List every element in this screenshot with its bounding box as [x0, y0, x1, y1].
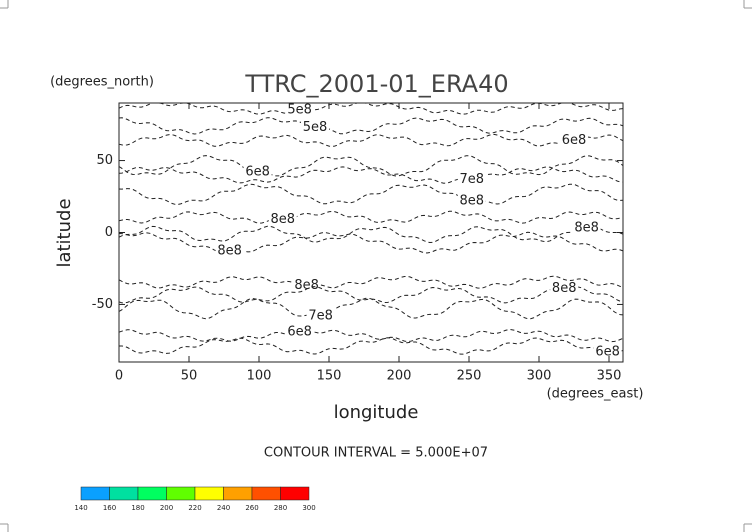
contour-line	[119, 337, 624, 355]
contour-line	[118, 225, 624, 244]
colorbar-tick-label: 140	[74, 504, 87, 512]
colorbar-tick-label: 200	[160, 504, 173, 512]
contour-label: 5e8	[303, 120, 328, 135]
x-tick-label: 50	[181, 369, 198, 384]
plot-frame	[118, 102, 624, 363]
contour-label: 8e8	[217, 244, 242, 259]
contour-label-bg	[215, 244, 244, 259]
colorbar-box	[80, 486, 110, 501]
contour-label: 6e8	[287, 324, 312, 339]
contour-label: 7e8	[308, 308, 333, 323]
x-tick-label: 350	[597, 369, 622, 384]
x-tick-label: 0	[115, 369, 123, 384]
colorbar-tick-label: 280	[274, 504, 287, 512]
contour-label-bg	[268, 212, 297, 227]
y-tick-label: 0	[105, 225, 113, 240]
y-tick-label: 50	[96, 153, 113, 168]
x-tick-label: 100	[247, 369, 272, 384]
x-axis-label: longitude	[334, 402, 419, 423]
colorbar-tick-label: 240	[217, 504, 230, 512]
contour-label-bg	[301, 120, 329, 135]
contour-label: 8e8	[552, 281, 577, 296]
contour-line	[118, 210, 624, 224]
contour-label: 7e8	[460, 172, 485, 187]
contour-line	[118, 231, 624, 254]
contour-label: 6e8	[245, 165, 270, 180]
y-unit: (degrees_north)	[50, 75, 154, 90]
colorbar-box	[223, 486, 253, 501]
contour-line	[118, 275, 624, 289]
contour-line	[118, 155, 624, 177]
x-tick-label: 250	[457, 369, 482, 384]
x-tick-label: 300	[527, 369, 552, 384]
contour-line	[118, 117, 624, 135]
contour-line	[118, 183, 624, 206]
colorbar-tick-label: 300	[302, 504, 315, 512]
contour-label-bg	[572, 221, 601, 236]
y-tick-label: -50	[92, 297, 113, 312]
contour-label-bg	[457, 172, 486, 187]
chart-title: TTRC_2001-01_ERA40	[244, 70, 508, 98]
contour-line	[118, 286, 624, 304]
contour-label-bg	[560, 133, 588, 148]
contour-line	[118, 297, 624, 320]
colorbar-box	[194, 486, 224, 501]
x-unit: (degrees_east)	[547, 387, 644, 402]
footnote: CONTOUR INTERVAL = 5.000E+07	[264, 446, 488, 461]
colorbar-box	[280, 486, 310, 501]
contour-label-bg	[285, 103, 314, 118]
contour-label: 5e8	[287, 103, 312, 118]
contour-label-bg	[457, 193, 486, 208]
colorbar-tick-label: 180	[131, 504, 144, 512]
colorbar-tick-label: 260	[245, 504, 258, 512]
contour-label-bg	[306, 308, 335, 323]
colorbar-box	[109, 486, 139, 501]
contour-label: 6e8	[595, 344, 620, 359]
contour-line	[118, 133, 624, 147]
x-tick-label: 150	[317, 369, 342, 384]
colorbar-box	[137, 486, 167, 501]
contour-label-bg	[285, 324, 314, 339]
x-tick-label: 200	[387, 369, 412, 384]
colorbar-tick-label: 160	[103, 504, 116, 512]
contour-label: 6e8	[562, 133, 587, 148]
y-axis-label: latitude	[54, 198, 75, 267]
contour-line	[118, 166, 624, 184]
contour-label: 8e8	[574, 221, 599, 236]
contour-label: 8e8	[271, 212, 296, 227]
contour-label-bg	[550, 281, 579, 296]
contour-label-bg	[593, 344, 622, 359]
colorbar-box	[251, 486, 281, 501]
colorbar-box	[166, 486, 196, 501]
contour-label: 8e8	[294, 278, 319, 293]
colorbar-tick-label: 220	[188, 504, 201, 512]
contour-label-bg	[243, 165, 272, 180]
contour-line	[118, 329, 624, 343]
contour-line	[118, 102, 624, 115]
contour-label-bg	[292, 278, 321, 293]
contour-label: 8e8	[460, 193, 485, 208]
